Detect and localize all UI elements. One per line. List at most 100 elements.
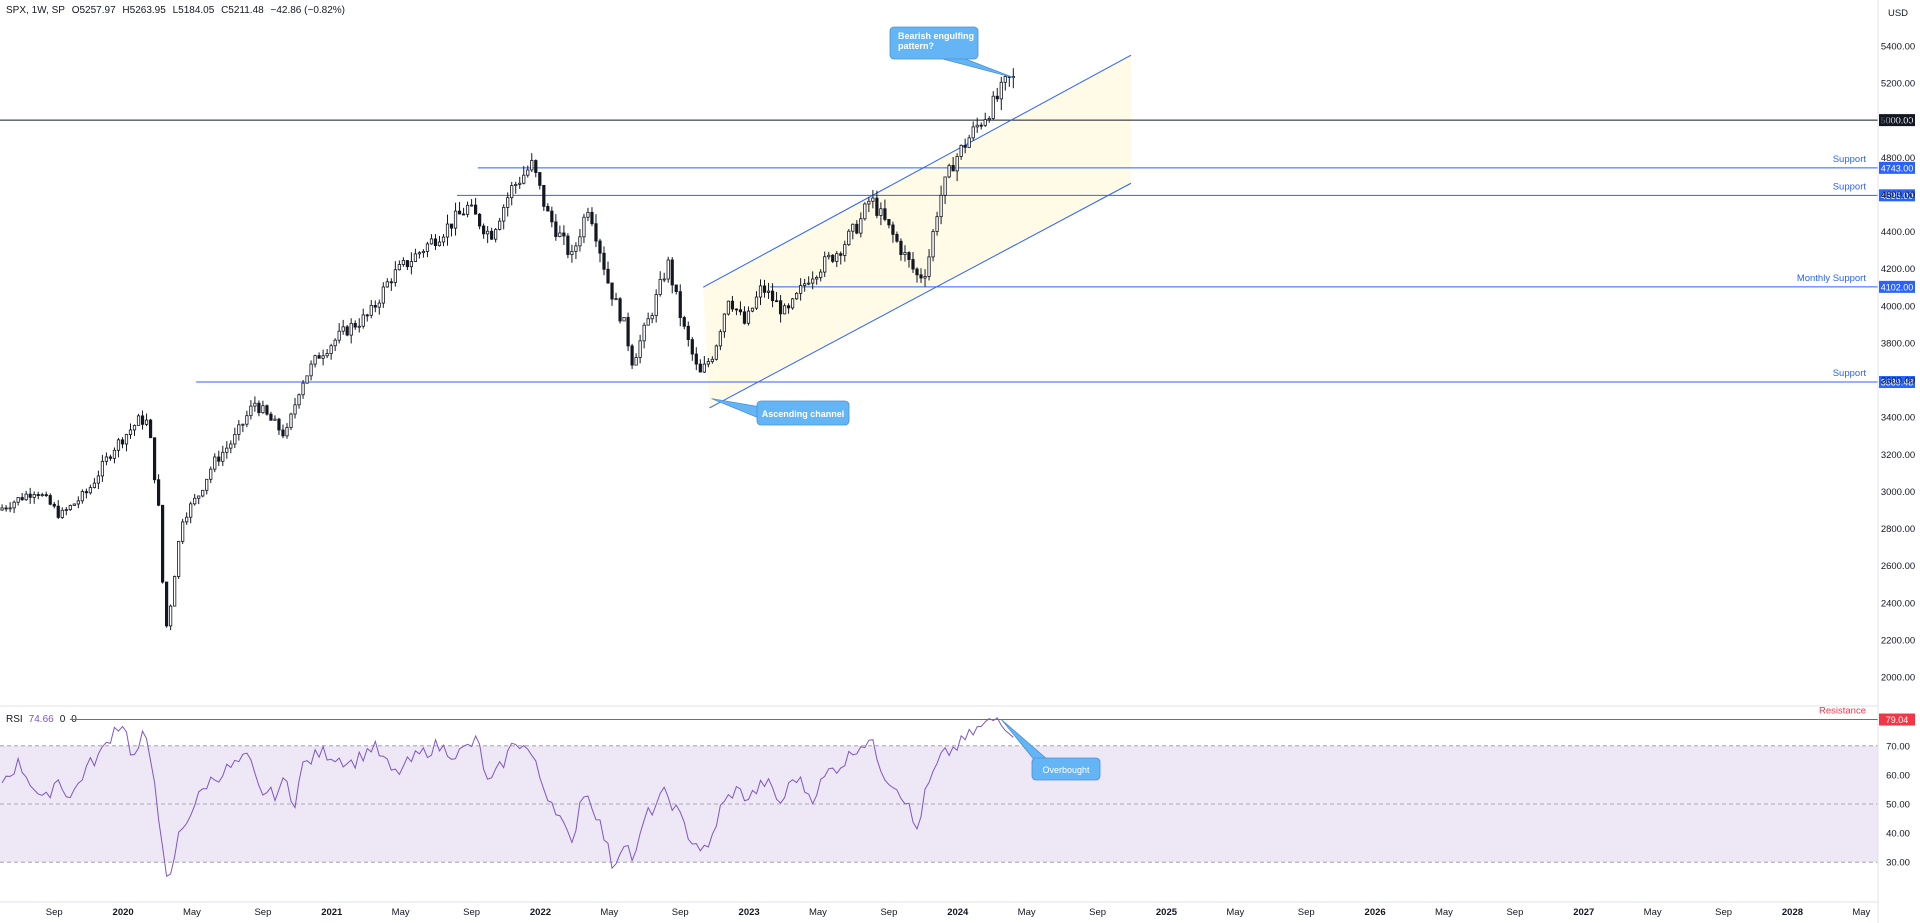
candle[interactable] <box>48 495 52 505</box>
candle[interactable] <box>658 278 662 295</box>
candle[interactable] <box>927 256 931 277</box>
candle[interactable] <box>441 236 446 243</box>
candle[interactable] <box>907 252 911 260</box>
symbol-label[interactable]: SPX, 1W, SP <box>6 5 65 16</box>
candle[interactable] <box>429 238 434 245</box>
candle[interactable] <box>710 358 714 363</box>
candle[interactable] <box>887 219 891 226</box>
candle[interactable] <box>80 491 84 502</box>
candle[interactable] <box>349 322 353 336</box>
candle[interactable] <box>12 501 16 509</box>
candle[interactable] <box>325 353 329 357</box>
candle[interactable] <box>409 261 413 268</box>
candle[interactable] <box>36 494 40 497</box>
candle[interactable] <box>883 208 887 220</box>
candle[interactable] <box>791 298 795 309</box>
candle[interactable] <box>550 210 554 223</box>
candle[interactable] <box>622 317 626 322</box>
candle[interactable] <box>132 425 137 431</box>
candle[interactable] <box>241 423 245 426</box>
candle[interactable] <box>128 429 133 435</box>
candle[interactable] <box>586 211 590 218</box>
candle[interactable] <box>634 357 638 366</box>
candle[interactable] <box>782 305 787 315</box>
candle[interactable] <box>562 232 566 237</box>
candle[interactable] <box>718 331 722 347</box>
candle[interactable] <box>963 144 967 148</box>
candle[interactable] <box>510 185 514 199</box>
candle[interactable] <box>558 232 562 237</box>
candle[interactable] <box>610 282 614 300</box>
candle[interactable] <box>309 363 313 377</box>
candle[interactable] <box>297 394 301 406</box>
candle[interactable] <box>839 253 843 256</box>
candle[interactable] <box>694 353 698 365</box>
candle[interactable] <box>136 415 141 426</box>
candle[interactable] <box>361 314 365 327</box>
candle[interactable] <box>698 363 702 373</box>
candle[interactable] <box>293 404 297 415</box>
candle[interactable] <box>686 325 690 340</box>
candle[interactable] <box>911 259 915 270</box>
candle[interactable] <box>983 119 987 126</box>
candle[interactable] <box>702 363 706 373</box>
candle[interactable] <box>955 155 959 172</box>
candle[interactable] <box>762 285 767 293</box>
candle[interactable] <box>453 210 458 229</box>
candle[interactable] <box>646 318 650 326</box>
candle[interactable] <box>602 252 606 270</box>
candle[interactable] <box>823 256 827 273</box>
candle[interactable] <box>193 497 197 505</box>
candle[interactable] <box>807 282 811 285</box>
candle[interactable] <box>100 460 105 477</box>
candle[interactable] <box>682 317 686 327</box>
candle[interactable] <box>8 507 12 510</box>
candle[interactable] <box>506 197 510 208</box>
candle[interactable] <box>999 81 1003 100</box>
candle[interactable] <box>365 314 369 317</box>
candle[interactable] <box>774 300 779 303</box>
candle[interactable] <box>502 206 506 222</box>
candle[interactable] <box>482 225 486 235</box>
candle[interactable] <box>64 509 68 511</box>
candle[interactable] <box>177 540 181 577</box>
candle[interactable] <box>397 264 401 271</box>
candle[interactable] <box>165 581 169 627</box>
candle[interactable] <box>666 259 670 280</box>
candle[interactable] <box>478 213 482 227</box>
candle[interactable] <box>919 274 923 279</box>
candle[interactable] <box>417 252 422 255</box>
candle[interactable] <box>875 197 879 216</box>
candle[interactable] <box>951 165 955 172</box>
candle[interactable] <box>959 144 963 157</box>
candle[interactable] <box>281 429 285 437</box>
candle[interactable] <box>76 500 80 505</box>
candle[interactable] <box>68 505 72 510</box>
candle[interactable] <box>181 521 185 542</box>
candle[interactable] <box>449 223 454 229</box>
candle[interactable] <box>742 311 747 324</box>
candle[interactable] <box>855 223 859 234</box>
candle[interactable] <box>253 402 257 407</box>
bearish-engulfing-callout-box[interactable] <box>889 26 979 60</box>
candle[interactable] <box>578 236 582 247</box>
candle[interactable] <box>425 243 430 252</box>
candle[interactable] <box>92 482 96 489</box>
candle[interactable] <box>606 268 610 284</box>
candle[interactable] <box>706 361 710 365</box>
candle[interactable] <box>148 419 153 439</box>
candle[interactable] <box>935 216 939 232</box>
candle[interactable] <box>734 308 739 311</box>
candle[interactable] <box>185 516 189 523</box>
candle[interactable] <box>357 325 361 328</box>
channel-lower-line[interactable] <box>709 182 1132 409</box>
candle[interactable] <box>943 176 947 196</box>
candle[interactable] <box>329 345 333 354</box>
candle[interactable] <box>859 218 863 234</box>
candle[interactable] <box>847 230 851 246</box>
candle[interactable] <box>995 95 999 100</box>
candle[interactable] <box>498 220 502 230</box>
candle[interactable] <box>465 204 470 215</box>
candle[interactable] <box>598 240 602 254</box>
candle[interactable] <box>618 298 622 322</box>
